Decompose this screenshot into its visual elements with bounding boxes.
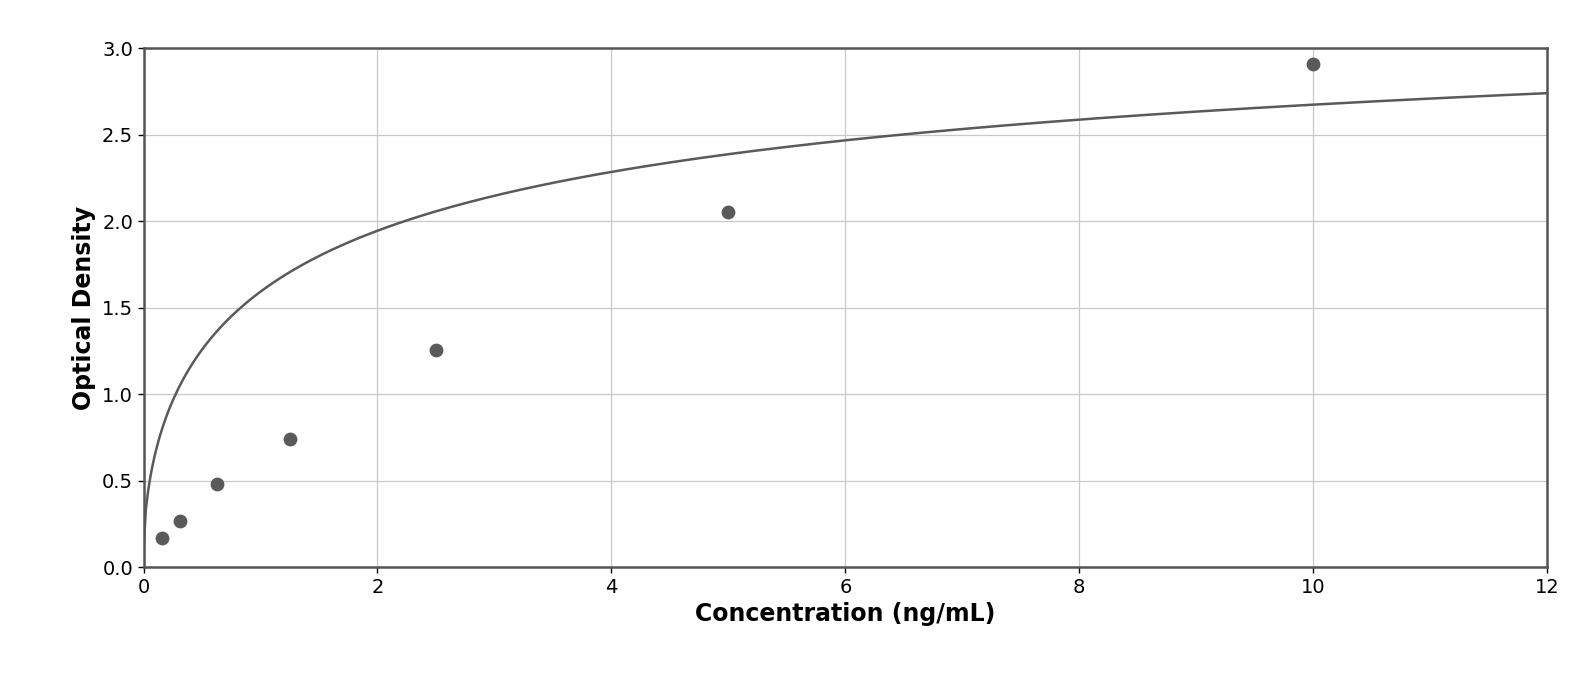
Y-axis label: Optical Density: Optical Density bbox=[72, 206, 96, 410]
X-axis label: Concentration (ng/mL): Concentration (ng/mL) bbox=[695, 603, 995, 626]
Point bbox=[1300, 59, 1325, 70]
Point bbox=[423, 345, 448, 356]
Point bbox=[148, 533, 174, 544]
Point bbox=[716, 206, 742, 217]
Point bbox=[278, 433, 303, 444]
Point bbox=[204, 479, 230, 490]
Point bbox=[167, 515, 193, 526]
